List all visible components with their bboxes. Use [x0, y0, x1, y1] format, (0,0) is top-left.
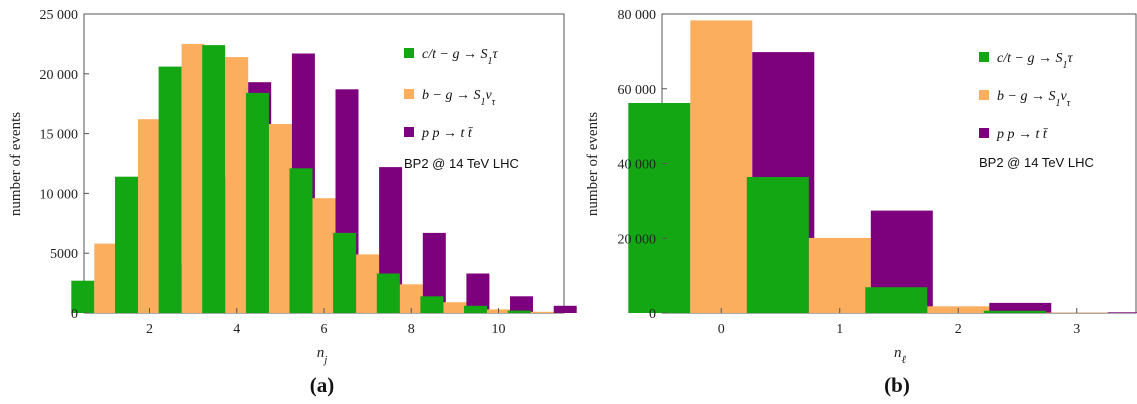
x-tick-label-b: 0 [718, 322, 725, 337]
bar-b-s1-3 [983, 310, 1046, 313]
y-axis-label-b: number of events [585, 112, 601, 216]
legend-label-a-1: c/t − g → S1τ [422, 47, 498, 67]
bar-a-s2-11 [530, 311, 554, 313]
bar-b-s2-0 [690, 20, 753, 314]
y-axis-label-a: number of events [8, 112, 24, 216]
y-tick-label-b: 80 000 [618, 8, 657, 23]
bar-a-s1-5 [245, 92, 269, 314]
y-axis-ticks-b: 0 20 000 40 000 60 000 80 000 [618, 8, 667, 322]
y-tick-label-b: 40 000 [618, 158, 657, 173]
bar-a-s2-6 [312, 198, 336, 313]
bar-a-s1-8 [376, 273, 400, 313]
y-tick-label-a: 25 000 [40, 8, 79, 23]
legend-swatch-b-3 [979, 128, 989, 138]
x-tick-label-b: 3 [1073, 322, 1080, 337]
bar-a-s3-9 [466, 273, 490, 313]
bar-a-s1-6 [289, 168, 313, 313]
panel-label-a: (a) [310, 373, 335, 397]
bar-a-s2-7 [356, 254, 380, 313]
bar-a-s2-5 [268, 124, 292, 313]
bars-a [71, 43, 577, 314]
x-tick-label-a: 6 [321, 322, 328, 337]
x-tick-label-a: 10 [492, 322, 506, 337]
legend-swatch-a-1 [404, 48, 414, 58]
bar-a-s2-1 [94, 243, 118, 313]
x-tick-label-a: 4 [233, 322, 240, 337]
legend-label-b-2: b − g → S1ντ [997, 89, 1071, 109]
x-axis-ticks-a: 2 4 6 8 10 [146, 308, 506, 337]
panel-label-b: (b) [884, 373, 910, 397]
legend-swatch-b-2 [979, 90, 989, 100]
bar-a-s2-4 [225, 57, 249, 313]
y-tick-label-a: 20 000 [40, 68, 79, 83]
x-axis-ticks-b: 0 1 2 3 [718, 308, 1080, 337]
bar-a-s3-11 [553, 305, 577, 313]
y-tick-label-a: 0 [71, 307, 78, 322]
bar-a-s1-9 [420, 296, 444, 313]
bar-a-s2-2 [138, 119, 161, 313]
bar-a-s1-4 [202, 45, 226, 313]
legend-b: c/t − g → S1τ b − g → S1ντ p p → t t̄ [979, 51, 1073, 142]
bar-b-s2-1 [808, 237, 871, 313]
annotation-b: BP2 @ 14 TeV LHC [979, 155, 1094, 170]
y-tick-label-a: 10 000 [40, 187, 79, 202]
legend-swatch-a-3 [404, 127, 414, 137]
bars-b [628, 20, 1137, 314]
bar-b-s1-2 [865, 287, 928, 313]
chart-panel-a: 0 5000 10 000 15 000 20 000 25 000 2 4 6 8 10 num… [8, 8, 577, 397]
y-tick-label-b: 20 000 [618, 232, 657, 247]
legend-swatch-b-1 [979, 52, 989, 62]
y-tick-label-a: 5000 [50, 247, 78, 262]
legend-a: c/t − g → S1τ b − g → S1ντ p p → t t̄ [404, 47, 498, 141]
y-tick-label-a: 15 000 [40, 128, 79, 143]
bar-a-s3-8 [422, 232, 446, 313]
legend-swatch-a-2 [404, 89, 414, 99]
bar-a-s2-9 [443, 302, 467, 313]
x-tick-label-a: 2 [146, 322, 153, 337]
y-tick-label-b: 0 [649, 307, 656, 322]
y-tick-label-b: 60 000 [618, 83, 657, 98]
legend-label-b-3: p p → t t̄ [996, 127, 1048, 142]
bar-b-s1-1 [746, 177, 809, 313]
y-axis-ticks-a: 0 5000 10 000 15 000 20 000 25 000 [40, 8, 89, 322]
bar-b-s3-2 [989, 302, 1052, 313]
bar-a-s1-2 [115, 176, 138, 313]
x-axis-label-b: nℓ [894, 345, 907, 366]
annotation-a: BP2 @ 14 TeV LHC [404, 156, 519, 171]
chart-panel-b: 0 20 000 40 000 60 000 80 000 0 1 2 3 number of… [585, 8, 1137, 397]
legend-label-a-2: b − g → S1ντ [422, 88, 496, 108]
bar-a-s2-3 [181, 43, 205, 314]
legend-label-b-1: c/t − g → S1τ [997, 51, 1073, 71]
bar-b-s1-0 [628, 103, 691, 313]
x-tick-label-b: 1 [836, 322, 843, 337]
bar-b-s3-3 [1107, 312, 1137, 313]
x-tick-label-b: 2 [955, 322, 962, 337]
bar-a-s1-7 [333, 232, 357, 313]
bar-a-s1-3 [158, 66, 182, 313]
bar-a-s3-10 [510, 296, 533, 313]
legend-label-a-3: p p → t t̄ [421, 126, 473, 141]
bar-a-s1-11 [507, 310, 531, 313]
x-axis-label-a: nj [317, 345, 328, 366]
bar-a-s1-1 [71, 280, 95, 313]
bar-a-s1-10 [464, 305, 487, 313]
bar-a-s2-8 [399, 284, 423, 313]
x-tick-label-a: 8 [408, 322, 415, 337]
